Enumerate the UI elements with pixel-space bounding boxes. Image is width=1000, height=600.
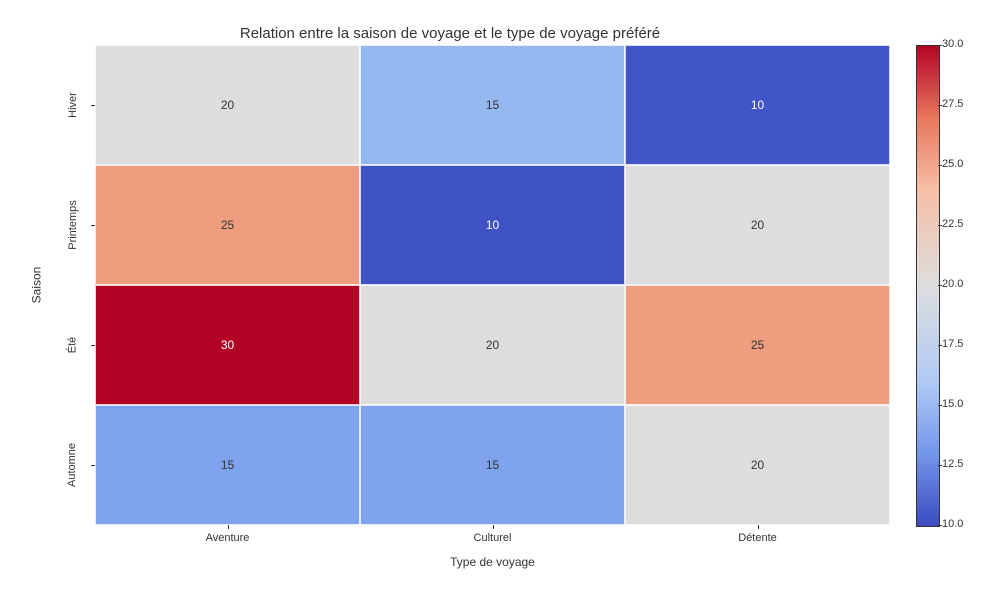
heatmap-cell: 15 <box>95 405 360 525</box>
y-tickmark <box>91 345 95 346</box>
colorbar-tick-label: 10.0 <box>942 518 963 530</box>
heatmap-cell: 20 <box>625 165 890 285</box>
colorbar-tick-label: 15.0 <box>942 398 963 410</box>
colorbar-tick-label: 27.5 <box>942 98 963 110</box>
heatmap-row: 201510 <box>95 45 890 165</box>
heatmap-cell: 10 <box>360 165 625 285</box>
colorbar-tick-label: 22.5 <box>942 218 963 230</box>
x-tickmark <box>758 525 759 529</box>
chart-container: Relation entre la saison de voyage et le… <box>0 0 1000 600</box>
heatmap-cell: 15 <box>360 405 625 525</box>
y-tick-label: Hiver <box>66 92 78 118</box>
heatmap-cell: 10 <box>625 45 890 165</box>
heatmap-grid: 201510251020302025151520 <box>95 45 890 525</box>
heatmap-row: 251020 <box>95 165 890 285</box>
colorbar-tick-label: 20.0 <box>942 278 963 290</box>
colorbar-tickmark <box>938 225 942 226</box>
y-tickmark <box>91 105 95 106</box>
heatmap-cell: 20 <box>95 45 360 165</box>
colorbar-tick-label: 30.0 <box>942 38 963 50</box>
heatmap-cell: 15 <box>360 45 625 165</box>
x-tickmark <box>493 525 494 529</box>
heatmap-cell: 25 <box>95 165 360 285</box>
heatmap-row: 151520 <box>95 405 890 525</box>
y-tick: Hiver <box>50 45 95 165</box>
colorbar-ticks: 10.012.515.017.520.022.525.027.530.0 <box>942 45 982 525</box>
colorbar-tickmark <box>938 165 942 166</box>
y-axis: Hiver Printemps Été Automne <box>50 45 95 525</box>
colorbar-tick-label: 17.5 <box>942 338 963 350</box>
colorbar-tickmark <box>938 105 942 106</box>
y-tick: Automne <box>50 405 95 525</box>
colorbar-tickmark <box>938 285 942 286</box>
heatmap-row: 302025 <box>95 285 890 405</box>
chart-title: Relation entre la saison de voyage et le… <box>0 25 900 42</box>
y-tick: Été <box>50 285 95 405</box>
colorbar-tickmark <box>938 405 942 406</box>
y-tickmark <box>91 225 95 226</box>
heatmap-cell: 20 <box>360 285 625 405</box>
colorbar-tickmark <box>938 45 942 46</box>
colorbar-tickmark <box>938 345 942 346</box>
colorbar <box>916 45 940 527</box>
colorbar-tick-label: 25.0 <box>942 158 963 170</box>
x-tickmark <box>228 525 229 529</box>
heatmap-cell: 25 <box>625 285 890 405</box>
heatmap-cell: 30 <box>95 285 360 405</box>
colorbar-tick-label: 12.5 <box>942 458 963 470</box>
y-tick: Printemps <box>50 165 95 285</box>
heatmap-cell: 20 <box>625 405 890 525</box>
y-tickmark <box>91 465 95 466</box>
y-tick-label: Automne <box>67 443 79 487</box>
x-axis-label: Type de voyage <box>95 555 890 569</box>
y-tick-label: Été <box>66 337 78 354</box>
y-tick-label: Printemps <box>67 200 79 250</box>
colorbar-tickmark <box>938 525 942 526</box>
colorbar-tickmark <box>938 465 942 466</box>
